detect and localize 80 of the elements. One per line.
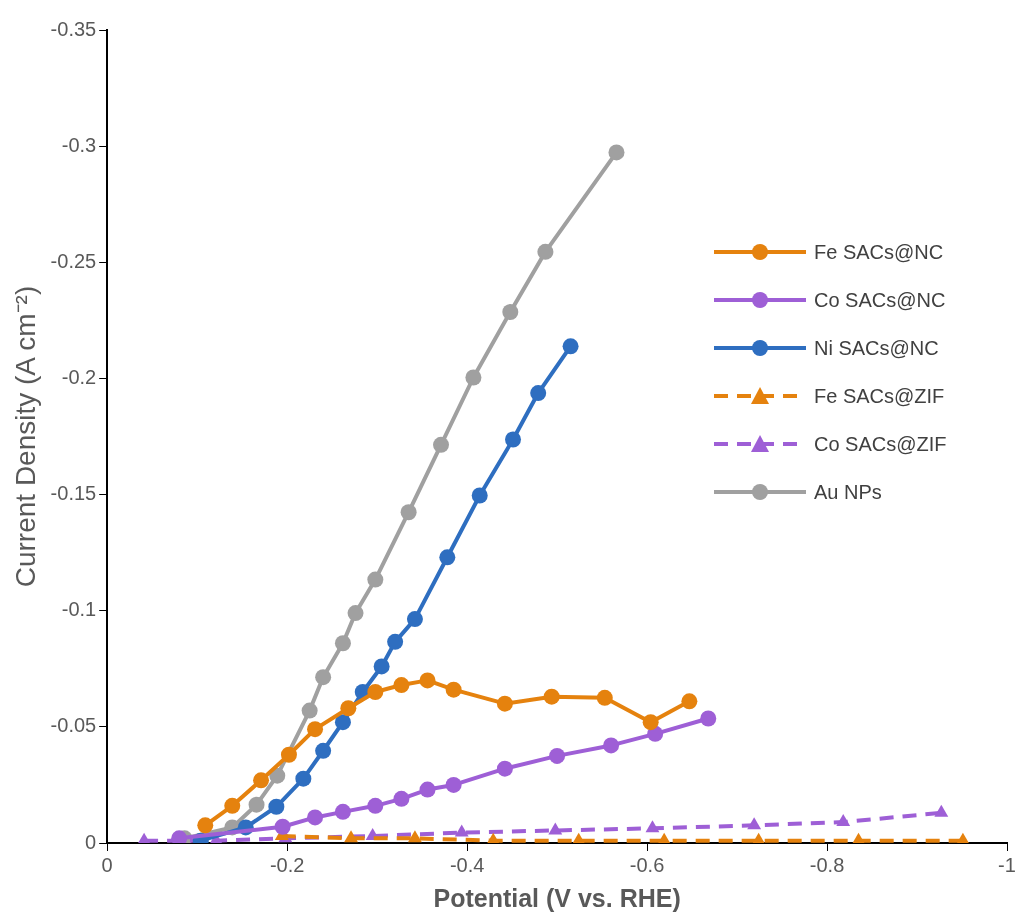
point bbox=[700, 710, 717, 727]
point bbox=[465, 369, 482, 386]
point bbox=[505, 431, 521, 448]
point bbox=[562, 338, 579, 355]
point bbox=[445, 776, 462, 793]
point bbox=[454, 824, 469, 837]
legend-label: Fe SACs@ZIF bbox=[814, 384, 945, 408]
point bbox=[549, 747, 566, 764]
point bbox=[334, 803, 351, 820]
point bbox=[268, 798, 285, 815]
point bbox=[315, 742, 332, 759]
y-tick-label: 0 bbox=[85, 830, 97, 853]
point bbox=[496, 695, 513, 712]
x-tick-label: -1 bbox=[998, 853, 1016, 876]
point bbox=[496, 760, 513, 777]
point bbox=[367, 571, 384, 588]
point bbox=[471, 487, 488, 504]
x-tick-label: -0.2 bbox=[269, 853, 305, 876]
point bbox=[307, 721, 324, 738]
point bbox=[393, 677, 410, 694]
legend-label: Co SACs@NC bbox=[814, 288, 946, 312]
point bbox=[407, 830, 422, 843]
point bbox=[681, 693, 698, 710]
point bbox=[419, 672, 436, 689]
x-tick-label: -0.6 bbox=[629, 853, 665, 876]
point bbox=[747, 817, 762, 830]
y-tick-label: -0.15 bbox=[50, 482, 97, 505]
point bbox=[543, 688, 560, 705]
point bbox=[347, 605, 364, 622]
point bbox=[224, 797, 241, 814]
point bbox=[645, 820, 660, 833]
point bbox=[393, 790, 410, 807]
y-tick-label: -0.2 bbox=[61, 365, 97, 388]
point bbox=[530, 385, 547, 402]
point bbox=[548, 822, 563, 835]
point bbox=[642, 714, 659, 731]
point bbox=[274, 818, 291, 835]
point bbox=[367, 797, 384, 814]
point bbox=[406, 611, 423, 628]
point bbox=[315, 669, 332, 686]
point bbox=[280, 746, 297, 763]
point bbox=[608, 144, 625, 161]
point bbox=[373, 658, 390, 675]
point bbox=[603, 737, 620, 754]
x-tick-label: -0.4 bbox=[449, 853, 485, 876]
point bbox=[295, 770, 312, 787]
point bbox=[340, 700, 357, 717]
point bbox=[334, 635, 351, 652]
point bbox=[439, 549, 456, 566]
point bbox=[836, 814, 851, 827]
x-tick-label: -0.8 bbox=[809, 853, 845, 876]
y-tick-label: -0.3 bbox=[61, 133, 97, 156]
point bbox=[400, 504, 417, 521]
point bbox=[445, 681, 462, 698]
point bbox=[253, 772, 270, 789]
y-tick-label: -0.1 bbox=[61, 598, 97, 621]
point bbox=[301, 702, 318, 719]
point bbox=[387, 633, 404, 650]
point bbox=[537, 243, 554, 260]
point bbox=[197, 817, 214, 834]
point bbox=[307, 809, 324, 826]
x-tick-label: 0 bbox=[101, 853, 113, 876]
point bbox=[433, 436, 450, 453]
y-tick-label: -0.35 bbox=[50, 17, 97, 40]
y-axis-title: Current Density (A cm⁻²) bbox=[9, 285, 41, 588]
point bbox=[248, 796, 265, 813]
point bbox=[934, 804, 949, 817]
legend-label: Ni SACs@NC bbox=[814, 336, 939, 360]
y-tick-label: -0.25 bbox=[50, 249, 97, 272]
legend-label: Co SACs@ZIF bbox=[814, 432, 947, 456]
point bbox=[419, 781, 436, 798]
point bbox=[334, 714, 351, 731]
legend-label: Fe SACs@NC bbox=[814, 240, 944, 264]
x-axis-title: Potential (V vs. RHE) bbox=[433, 883, 681, 912]
point bbox=[596, 689, 613, 706]
y-tick-label: -0.05 bbox=[50, 714, 97, 737]
point bbox=[344, 830, 358, 843]
point bbox=[502, 304, 519, 320]
point bbox=[367, 684, 384, 701]
legend-label: Au NPs bbox=[814, 480, 882, 504]
